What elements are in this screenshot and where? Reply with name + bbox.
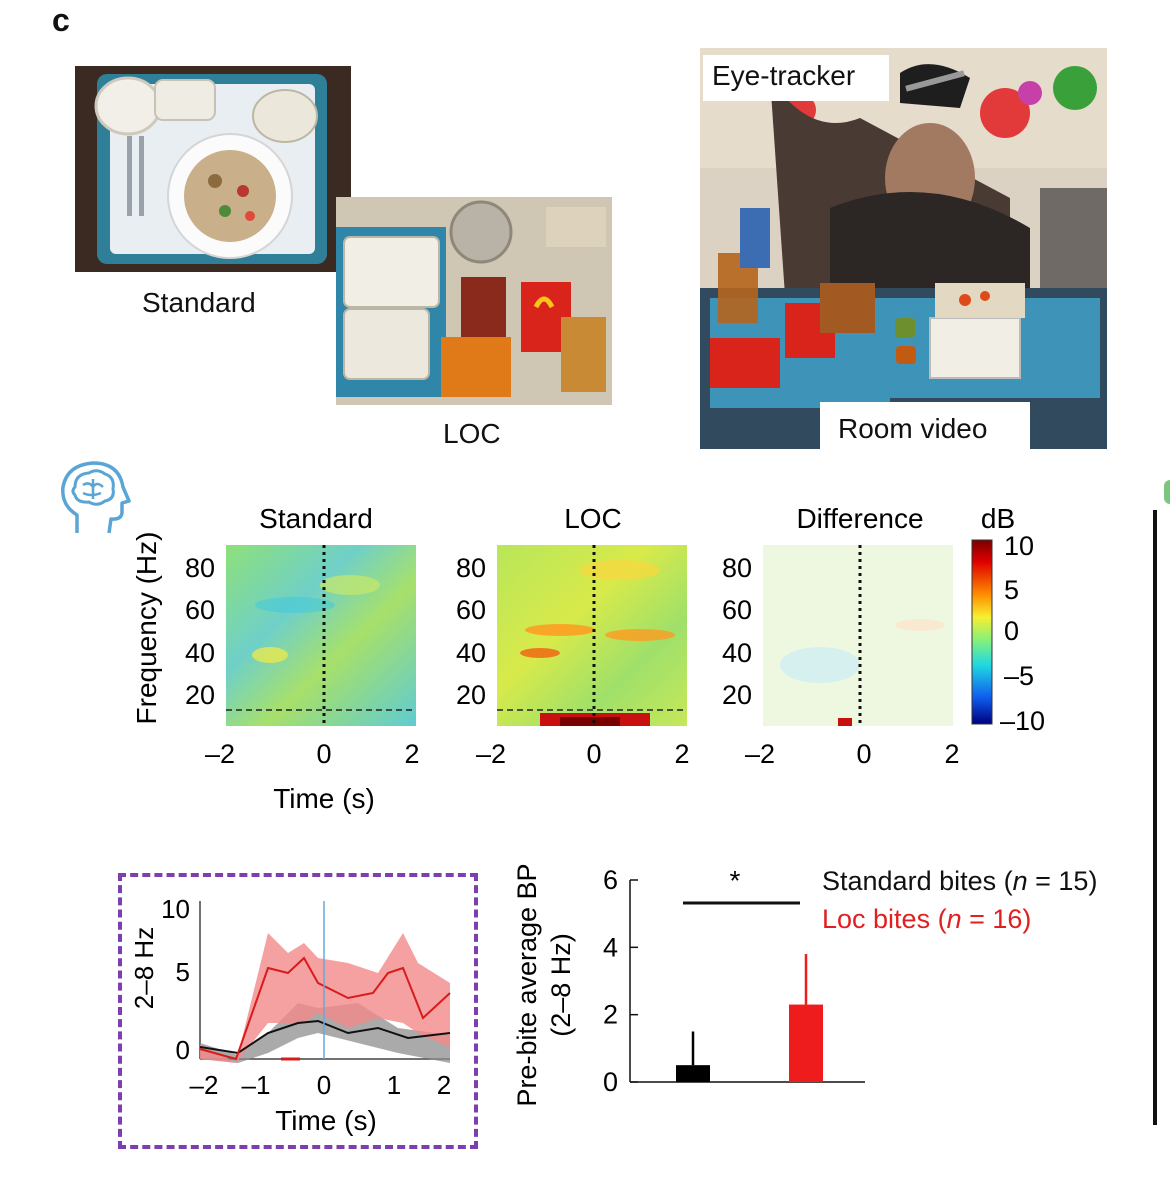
- colorbar-tick: 0: [1004, 616, 1019, 646]
- tc-ytick: 5: [176, 957, 190, 987]
- timecourse-dashed-box: [118, 873, 478, 1149]
- colorbar-unit: dB: [981, 503, 1015, 534]
- bar-marks: [676, 954, 823, 1082]
- ytick: 60: [722, 595, 752, 625]
- tc-x-label: Time (s): [275, 1105, 377, 1136]
- ytick: 20: [722, 680, 752, 710]
- colorbar: [971, 539, 993, 725]
- ytick: 20: [456, 680, 486, 710]
- ytick: 80: [185, 553, 215, 583]
- xtick: 2: [404, 739, 419, 769]
- colorbar-tick: –5: [1004, 661, 1034, 691]
- bar-ylabel-2: (2–8 Hz): [546, 933, 576, 1037]
- xtick: –2: [205, 739, 235, 769]
- legend-loc: Loc bites (n = 16): [822, 904, 1031, 935]
- xtick: 2: [944, 739, 959, 769]
- timecourse-y-label: 2–8 Hz: [129, 927, 159, 1009]
- tc-xtick: –2: [190, 1070, 219, 1100]
- colorbar-tick: –10: [1000, 706, 1045, 736]
- ytick: 20: [185, 680, 215, 710]
- heatmap-standard: [226, 545, 416, 726]
- legend-loc-suffix: = 16): [961, 904, 1032, 934]
- brain-head-icon: [61, 461, 131, 534]
- legend-loc-prefix: Loc bites (: [822, 904, 947, 934]
- title-loc: LOC: [564, 503, 622, 534]
- ytick: 60: [185, 595, 215, 625]
- tc-xtick: 0: [317, 1070, 331, 1100]
- spectrogram-figure: Frequency (Hz) Standard LOC Difference 8…: [131, 503, 1045, 814]
- ytick: 80: [722, 553, 752, 583]
- xtick: –2: [476, 739, 506, 769]
- room-video-photo: [700, 48, 1107, 449]
- ytick: 80: [456, 553, 486, 583]
- legend-standard-prefix: Standard bites (: [822, 866, 1013, 896]
- bar-ytick-label: 0: [603, 1067, 618, 1097]
- legend-standard: Standard bites (n = 15): [822, 866, 1097, 897]
- room-video-label: Room video: [838, 413, 988, 444]
- eye-tracker-label-box: [703, 55, 889, 101]
- bar-axes: 0 2 4 6: [603, 865, 865, 1097]
- bar-ytick-label: 6: [603, 865, 618, 895]
- panel-letter: c: [52, 2, 70, 38]
- tc-xtick: –1: [242, 1070, 271, 1100]
- xtick: 2: [674, 739, 689, 769]
- legend-standard-n: n: [1012, 866, 1028, 896]
- divider-line: [1153, 510, 1157, 1125]
- bar-ytick-label: 2: [603, 1000, 618, 1030]
- loc-caption: LOC: [443, 418, 501, 449]
- standard-caption: Standard: [142, 287, 256, 318]
- time-axis-label: Time (s): [273, 783, 375, 814]
- significance-star: *: [730, 865, 741, 896]
- room-video-label-box: [820, 402, 1030, 452]
- ytick: 60: [456, 595, 486, 625]
- xtick: 0: [856, 739, 871, 769]
- legend-loc-n: n: [946, 904, 962, 934]
- bar-loc: [789, 1004, 823, 1082]
- tc-xtick: 2: [437, 1070, 451, 1100]
- tc-ytick: 0: [176, 1035, 190, 1065]
- bar-chart: Pre-bite average BP (2–8 Hz) 0 2 4 6 *: [512, 863, 865, 1107]
- colorbar-tick: 5: [1004, 575, 1019, 605]
- xtick: 0: [316, 739, 331, 769]
- frequency-axis-label: Frequency (Hz): [131, 532, 162, 725]
- legend-standard-suffix: = 15): [1027, 866, 1098, 896]
- adjacent-panel-edge: [1164, 480, 1170, 504]
- ytick: 40: [456, 638, 486, 668]
- standard-meal-photo: [75, 66, 351, 272]
- timecourse-plot: 2–8 Hz 10 5 0 –2 –1 0 1 2 Time (s): [129, 894, 451, 1136]
- title-standard: Standard: [259, 503, 373, 534]
- tc-ytick: 10: [161, 894, 190, 924]
- bar-ytick-label: 4: [603, 932, 618, 962]
- title-difference: Difference: [796, 503, 923, 534]
- xtick: –2: [745, 739, 775, 769]
- ytick: 40: [185, 638, 215, 668]
- ytick: 40: [722, 638, 752, 668]
- tc-xtick: 1: [387, 1070, 401, 1100]
- colorbar-tick: 10: [1004, 531, 1034, 561]
- eye-tracker-label: Eye-tracker: [712, 60, 856, 91]
- bar-ylabel-1: Pre-bite average BP: [512, 863, 542, 1106]
- bar-standard: [676, 1065, 710, 1082]
- heatmap-difference: [763, 545, 953, 726]
- xtick: 0: [586, 739, 601, 769]
- loc-meal-photo: [336, 197, 612, 405]
